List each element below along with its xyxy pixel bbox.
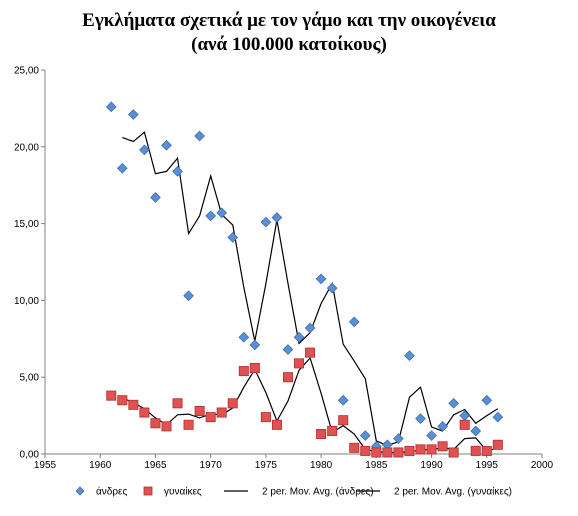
data-point-square — [282, 372, 293, 383]
data-point-diamond — [470, 425, 482, 437]
data-point-square — [492, 439, 503, 450]
data-point-diamond — [227, 232, 239, 243]
data-point-diamond — [139, 144, 150, 156]
data-point-diamond — [492, 411, 504, 423]
data-point-square — [481, 445, 492, 456]
data-point-diamond — [127, 109, 139, 120]
legend-label: 2 per. Mov. Avg. (γυναίκες) — [394, 486, 512, 498]
data-point-square — [128, 399, 139, 410]
data-point-square — [183, 419, 194, 430]
data-point-square — [360, 445, 371, 456]
data-point-square — [172, 398, 183, 409]
chart-title: Εγκλήματα σχετικά με τον γάμο και την οι… — [82, 10, 496, 31]
data-point-square — [249, 362, 260, 373]
data-point-diamond — [337, 394, 349, 406]
data-point-square — [305, 347, 316, 358]
legend-marker-diamond — [75, 486, 85, 496]
y-tick-label: 10,00 — [14, 296, 39, 307]
data-point-square — [349, 442, 360, 453]
data-point-square — [238, 366, 249, 377]
data-point-diamond — [426, 430, 437, 441]
data-point-diamond — [393, 433, 404, 445]
x-tick-label: 1960 — [89, 460, 112, 471]
data-point-diamond — [415, 413, 426, 425]
x-tick-label: 1990 — [420, 460, 443, 471]
legend: άνδρες γυναίκες 2 per. Mov. Avg. (άνδρες) 2… — [75, 486, 512, 498]
data-point-diamond — [105, 101, 117, 113]
data-point-square — [316, 429, 327, 440]
data-point-diamond — [448, 397, 460, 409]
data-point-diamond — [326, 282, 338, 294]
data-point-square — [404, 445, 415, 456]
x-tick-label: 1980 — [310, 460, 333, 471]
data-point-square — [271, 419, 282, 430]
x-tick-label: 1975 — [255, 460, 278, 471]
data-point-diamond — [172, 166, 183, 177]
data-point-square — [437, 441, 448, 452]
data-point-diamond — [150, 192, 161, 203]
data-point-square — [227, 398, 238, 409]
legend-label: 2 per. Mov. Avg. (άνδρες) — [262, 486, 374, 498]
series-1-points — [106, 347, 503, 458]
data-point-diamond — [194, 130, 205, 142]
data-point-square — [205, 412, 216, 423]
data-point-square — [161, 421, 172, 432]
x-tick-label: 1985 — [365, 460, 388, 471]
data-point-diamond — [249, 339, 261, 351]
data-point-square — [459, 419, 470, 430]
data-point-square — [117, 395, 128, 406]
data-point-diamond — [404, 350, 415, 362]
data-point-square — [448, 447, 459, 458]
data-point-diamond — [348, 316, 360, 328]
data-point-square — [426, 444, 437, 455]
x-tick-label: 1965 — [144, 460, 167, 471]
x-tick-label: 1970 — [200, 460, 223, 471]
y-tick-label: 5,00 — [20, 373, 40, 384]
legend-label: γυναίκες — [164, 486, 202, 498]
data-point-square — [150, 418, 161, 429]
data-point-diamond — [216, 207, 228, 219]
data-point-diamond — [304, 322, 316, 334]
y-tick-label: 15,00 — [14, 219, 39, 230]
data-point-square — [393, 447, 404, 458]
data-point-square — [382, 447, 393, 458]
data-point-diamond — [205, 210, 217, 222]
data-point-diamond — [315, 273, 327, 285]
data-point-square — [139, 407, 150, 418]
data-point-square — [260, 412, 271, 423]
x-tick-label: 1955 — [34, 460, 57, 471]
y-tick-label: 20,00 — [14, 142, 39, 153]
legend-marker-square — [143, 486, 153, 496]
data-point-square — [216, 407, 227, 418]
data-point-square — [470, 445, 481, 456]
data-point-diamond — [116, 162, 128, 174]
data-point-square — [106, 390, 117, 401]
x-tick-label: 1995 — [476, 460, 499, 471]
data-point-diamond — [481, 394, 493, 406]
data-point-diamond — [459, 410, 471, 421]
x-tick-label: 2000 — [531, 460, 554, 471]
series-0-points — [105, 101, 504, 452]
data-point-diamond — [437, 420, 448, 432]
y-tick-label: 25,00 — [14, 66, 39, 77]
data-point-square — [294, 358, 305, 369]
data-point-diamond — [359, 430, 371, 441]
data-point-diamond — [183, 290, 194, 302]
data-point-diamond — [260, 216, 272, 228]
data-point-square — [327, 425, 338, 436]
data-point-diamond — [293, 331, 305, 343]
data-point-diamond — [238, 331, 250, 343]
data-point-square — [371, 447, 382, 458]
y-tick-label: 0,00 — [20, 450, 40, 461]
data-point-square — [338, 415, 349, 426]
data-point-diamond — [282, 344, 294, 355]
data-point-square — [415, 444, 426, 455]
chart-subtitle: (ανά 100.000 κατοίκους) — [191, 34, 387, 55]
data-point-diamond — [161, 139, 172, 151]
data-point-square — [194, 405, 205, 416]
data-point-diamond — [271, 212, 283, 223]
legend-label: άνδρες — [96, 486, 127, 498]
